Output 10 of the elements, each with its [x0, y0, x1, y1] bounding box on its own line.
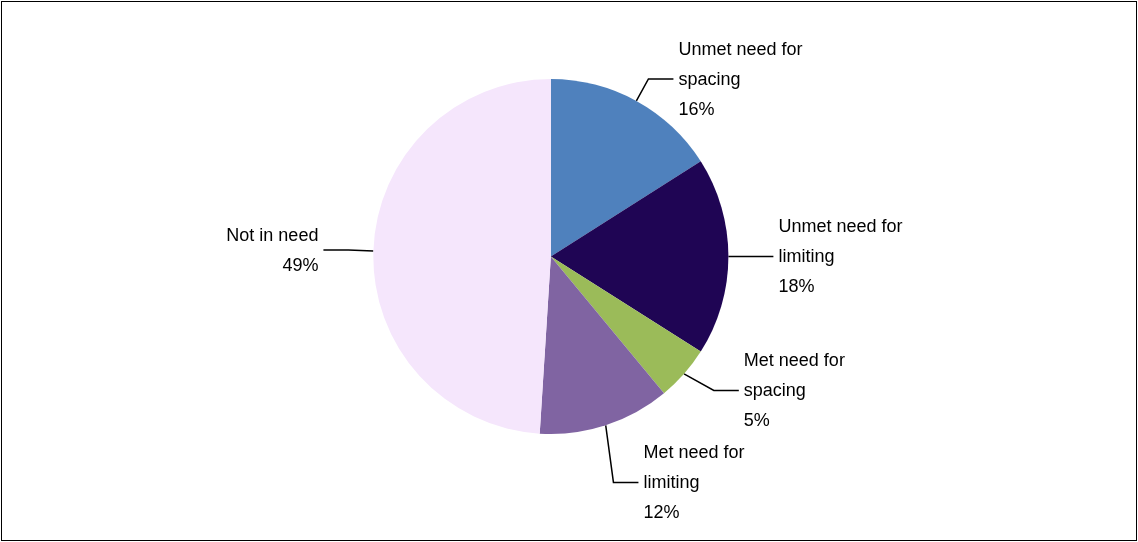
- slice-label: Met need for spacing: [743, 350, 850, 401]
- slice-label: Unmet need for spacing: [678, 38, 808, 89]
- slice-label: Not in need: [226, 225, 319, 246]
- data-label: 5%: [743, 410, 770, 431]
- data-label: 16%: [678, 98, 715, 119]
- data-label: 12%: [643, 502, 680, 523]
- slice-label: Met need for limiting: [643, 442, 750, 493]
- data-label: 18%: [778, 276, 815, 297]
- data-label: 49%: [282, 255, 319, 276]
- slice-label: Unmet need for limiting: [778, 216, 908, 267]
